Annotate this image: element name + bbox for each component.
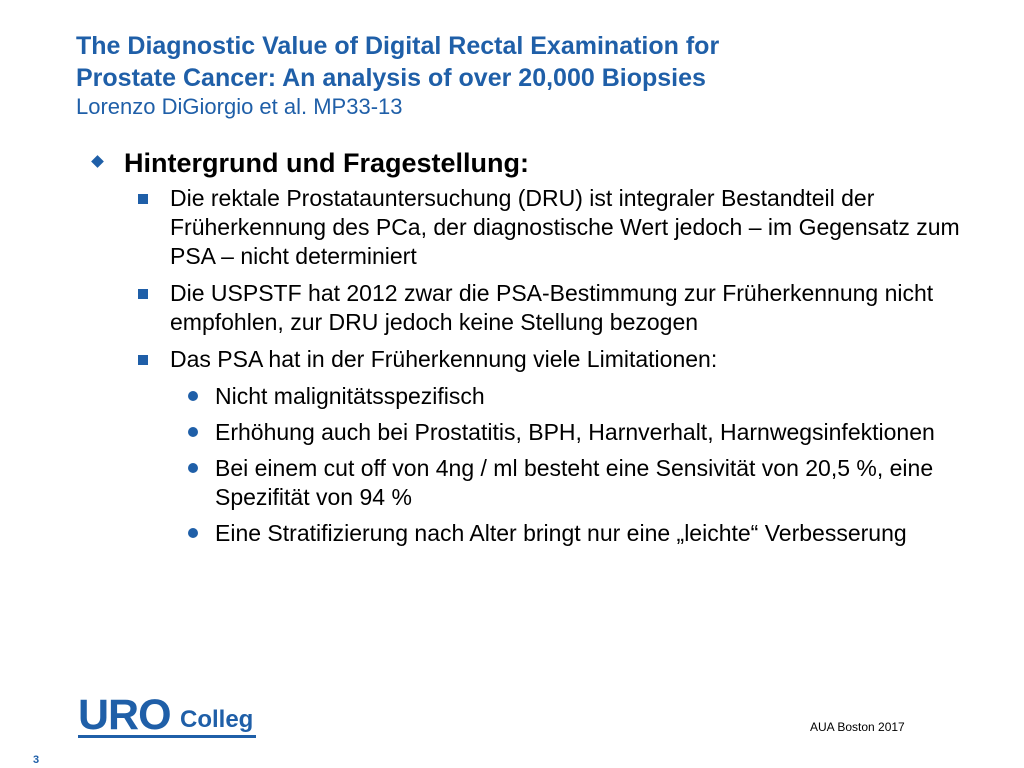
sub-bullet-item: Erhöhung auch bei Prostatitis, BPH, Harn…: [0, 418, 1024, 447]
sub-bullet-text: Eine Stratifizierung nach Alter bringt n…: [215, 520, 907, 546]
conference-label: AUA Boston 2017: [810, 720, 905, 734]
square-bullet-icon: [138, 355, 148, 365]
round-bullet-icon: [188, 391, 198, 401]
slide-content: Hintergrund und Fragestellung: Die rekta…: [0, 146, 1024, 555]
square-bullet-icon: [138, 194, 148, 204]
bullet-item: Das PSA hat in der Früherkennung viele L…: [0, 345, 1024, 374]
section-heading-text: Hintergrund und Fragestellung:: [124, 148, 529, 178]
sub-bullet-item: Bei einem cut off von 4ng / ml besteht e…: [0, 454, 1024, 512]
slide-title-block: The Diagnostic Value of Digital Rectal E…: [76, 30, 976, 120]
logo-underline: [78, 735, 256, 738]
logo-uro-text: URO: [78, 691, 172, 739]
slide-subtitle: Lorenzo DiGiorgio et al. MP33-13: [76, 94, 403, 119]
sub-bullet-text: Erhöhung auch bei Prostatitis, BPH, Harn…: [215, 419, 935, 445]
slide-title-line-1: The Diagnostic Value of Digital Rectal E…: [76, 32, 720, 60]
sub-bullet-text: Bei einem cut off von 4ng / ml besteht e…: [215, 455, 934, 510]
bullet-text: Die rektale Prostatauntersuchung (DRU) i…: [170, 185, 960, 269]
bullet-text: Die USPSTF hat 2012 zwar die PSA-Bestimm…: [170, 280, 934, 335]
sub-bullet-item: Eine Stratifizierung nach Alter bringt n…: [0, 519, 1024, 548]
bullet-item: Die rektale Prostatauntersuchung (DRU) i…: [0, 184, 1024, 271]
sub-bullet-item: Nicht malignitätsspezifisch: [0, 382, 1024, 411]
round-bullet-icon: [188, 427, 198, 437]
round-bullet-icon: [188, 463, 198, 473]
page-number: 3: [33, 754, 40, 766]
diamond-bullet-icon: [91, 155, 104, 168]
sub-bullet-text: Nicht malignitätsspezifisch: [215, 383, 485, 409]
section-heading: Hintergrund und Fragestellung:: [0, 146, 1024, 180]
bullet-item: Die USPSTF hat 2012 zwar die PSA-Bestimm…: [0, 279, 1024, 337]
square-bullet-icon: [138, 289, 148, 299]
logo-colleg-text: Colleg: [180, 706, 254, 733]
bullet-text: Das PSA hat in der Früherkennung viele L…: [170, 346, 718, 372]
round-bullet-icon: [188, 528, 198, 538]
slide-title-line-2: Prostate Cancer: An analysis of over 20,…: [76, 64, 706, 92]
